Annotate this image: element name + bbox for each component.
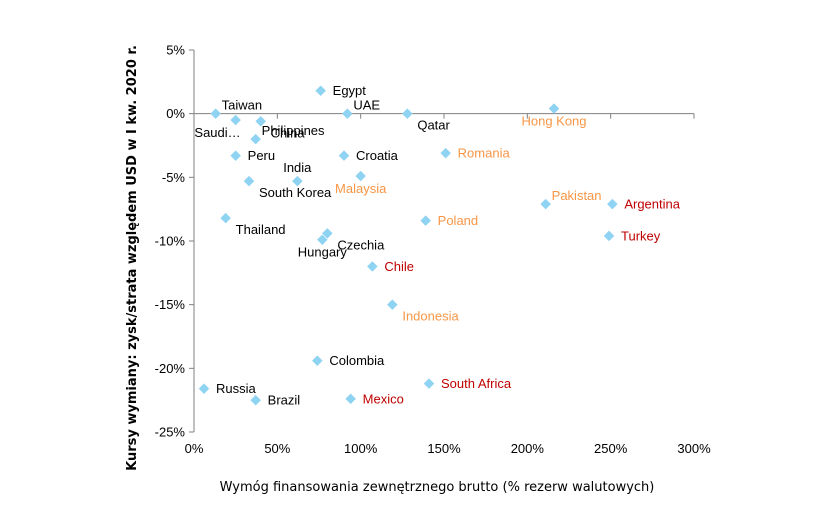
data-label: South Africa xyxy=(441,376,512,391)
y-tick-label: -5% xyxy=(162,170,186,185)
data-label: UAE xyxy=(353,98,380,113)
data-point xyxy=(198,383,210,395)
x-axis-ticks: 0% 50% 100% 150% 200% 250% 300% xyxy=(185,113,711,456)
y-tick-label: -25% xyxy=(155,425,186,440)
data-label: Qatar xyxy=(417,118,450,133)
data-point xyxy=(338,150,350,162)
data-label: Mexico xyxy=(363,391,404,406)
data-point xyxy=(606,198,618,210)
data-label: South Korea xyxy=(259,185,332,200)
data-label: Russia xyxy=(216,381,257,396)
data-point xyxy=(341,108,353,120)
data-label: Hong Kong xyxy=(521,114,586,129)
data-point xyxy=(345,393,357,405)
data-label: Chile xyxy=(384,259,414,274)
data-label: Colombia xyxy=(329,353,385,368)
data-label: Argentina xyxy=(624,197,680,212)
data-point xyxy=(386,299,398,311)
data-point xyxy=(230,150,242,162)
data-point xyxy=(420,215,432,226)
data-label: Saudi… xyxy=(194,125,240,140)
data-label: Romania xyxy=(458,146,511,161)
x-tick-label: 250% xyxy=(594,441,628,456)
data-label: Brazil xyxy=(268,393,301,408)
data-label: Taiwan xyxy=(222,98,262,113)
data-point xyxy=(355,170,367,182)
y-tick-label: -20% xyxy=(155,361,186,376)
data-point xyxy=(311,355,323,367)
y-axis-ticks: 5% 0% -5% -10% -15% -20% -25% xyxy=(155,43,194,440)
data-label: Hungary xyxy=(298,245,348,260)
data-point xyxy=(401,108,413,120)
data-point xyxy=(250,394,262,406)
data-point xyxy=(603,230,615,242)
y-tick-label: 5% xyxy=(166,43,185,58)
data-point xyxy=(321,228,333,239)
x-tick-label: 150% xyxy=(427,441,461,456)
data-label: India xyxy=(283,160,312,175)
data-label: Croatia xyxy=(356,148,399,163)
data-point xyxy=(423,378,435,389)
y-tick-label: -15% xyxy=(155,297,186,312)
data-point xyxy=(440,147,452,159)
data-label: Czechia xyxy=(337,237,385,252)
data-point xyxy=(548,103,560,114)
data-point xyxy=(316,234,328,246)
y-tick-label: -10% xyxy=(155,234,186,249)
x-tick-label: 0% xyxy=(185,441,204,456)
data-point xyxy=(315,85,327,97)
data-label: Thailand xyxy=(236,222,286,237)
data-label: Turkey xyxy=(621,228,661,243)
x-axis-title: Wymóg finansowania zewnętrznego brutto (… xyxy=(220,480,655,495)
data-point xyxy=(243,175,255,187)
data-label: Peru xyxy=(248,148,275,163)
data-label: Malaysia xyxy=(335,181,387,196)
x-tick-label: 50% xyxy=(264,441,290,456)
data-point xyxy=(366,261,378,272)
data-label: Indonesia xyxy=(402,309,459,324)
data-label: China xyxy=(271,125,306,140)
y-axis-title: Kursy wymiany: zysk/strata względem USD … xyxy=(125,45,140,471)
data-label: Philippines xyxy=(262,123,325,138)
data-point xyxy=(291,175,303,187)
data-point xyxy=(255,115,267,127)
axes xyxy=(193,50,694,432)
y-tick-label: 0% xyxy=(166,106,185,121)
data-point xyxy=(250,133,262,145)
data-point xyxy=(220,212,232,224)
x-tick-label: 100% xyxy=(344,441,378,456)
x-tick-label: 300% xyxy=(677,441,711,456)
data-label: Poland xyxy=(438,213,478,228)
data-point xyxy=(540,198,552,210)
data-points xyxy=(198,85,618,406)
x-tick-label: 200% xyxy=(511,441,545,456)
data-label: Egypt xyxy=(333,83,367,98)
data-label: Pakistan xyxy=(552,188,602,203)
data-point xyxy=(230,114,242,126)
data-point xyxy=(210,108,222,120)
